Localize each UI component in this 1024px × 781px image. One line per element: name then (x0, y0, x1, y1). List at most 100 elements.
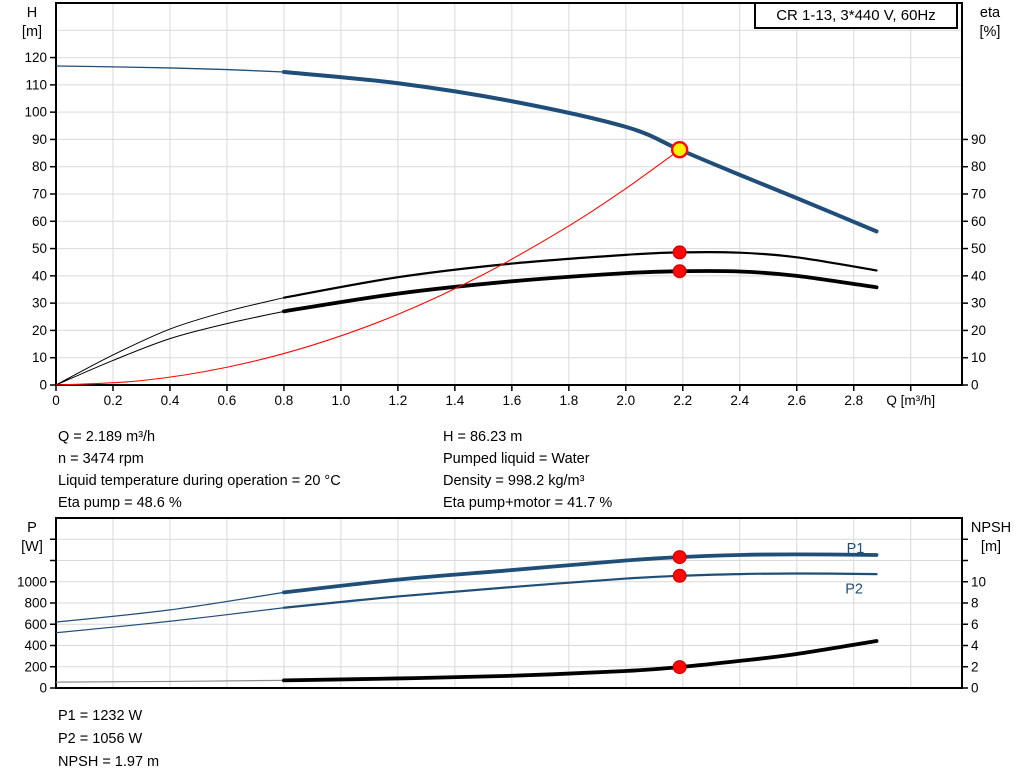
qh-eta-chart-right-tick-label: 0 (971, 378, 979, 393)
duty-point (670, 141, 689, 159)
qh-eta-chart-left-tick-label: 40 (32, 268, 47, 283)
eta-pump-motor-curve (282, 269, 879, 314)
info-density: Density = 998.2 kg/m³ (443, 473, 585, 489)
info-npsh: NPSH = 1.97 m (58, 754, 160, 770)
info-head: H = 86.23 m (443, 429, 523, 445)
qh-eta-chart-left-tick-label: 80 (32, 159, 47, 174)
npsh-axis-label-line1: NPSH (970, 520, 1012, 536)
eta-axis-label-line2: [%] (979, 24, 1001, 40)
info-eta-pump: Eta pump = 48.6 % (58, 495, 182, 511)
p2-curve-label: P2 (845, 581, 863, 597)
qh-eta-chart-left-tick-label: 0 (39, 378, 47, 393)
qh-eta-chart-left-tick-label: 110 (25, 77, 47, 92)
qh-eta-chart-left-tick-label: 20 (32, 323, 47, 338)
qh-eta-chart-x-tick-label: 0.4 (161, 393, 180, 408)
h-axis-label: H [m] (10, 4, 54, 42)
qh-eta-chart-x-tick-label: 2.8 (844, 393, 863, 408)
power-npsh-chart-right-tick-label: 10 (971, 574, 986, 589)
power-npsh-chart-left-tick-label: 600 (24, 617, 47, 632)
qh-eta-chart-x-tick-label: 1.6 (502, 393, 521, 408)
p2-point (672, 568, 687, 583)
power-npsh-chart-right-tick-label: 4 (971, 638, 979, 653)
pump-model-box: CR 1-13, 3*440 V, 60Hz (754, 2, 958, 29)
npsh-curve-thin (55, 679, 284, 683)
qh-eta-chart-x-tick-label: 0.8 (275, 393, 294, 408)
power-npsh-chart-left-tick-label: 0 (39, 681, 47, 696)
eta-pump-motor-curve-thin (55, 310, 285, 386)
qh-eta-chart-x-tick-label: 1.4 (445, 393, 464, 408)
eta-pump-point (672, 245, 687, 260)
head-curve (281, 70, 879, 234)
eta-pump-curve-thin (55, 297, 285, 386)
eta-axis-label: eta [%] (966, 4, 1014, 42)
duty-info-right: H = 86.23 m Pumped liquid = Water Densit… (443, 426, 612, 514)
p1-curve (282, 552, 879, 595)
qh-eta-chart-x-tick-label: 0.6 (218, 393, 237, 408)
qh-eta-chart-x-tick-label: 1.2 (388, 393, 407, 408)
qh-eta-chart-x-tick-label: 2.0 (616, 393, 635, 408)
p1-point (672, 550, 687, 565)
qh-eta-chart-right-tick-label: 60 (971, 214, 986, 229)
qh-eta-chart-left-tick-label: 120 (24, 50, 47, 65)
p2-curve-thin (55, 607, 284, 634)
qh-eta-chart-left-tick-label: 10 (32, 350, 47, 365)
qh-eta-chart-right-tick-label: 50 (971, 241, 986, 256)
qh-eta-chart-x-tick-label: 2.6 (787, 393, 806, 408)
qh-eta-chart-right-tick-label: 90 (971, 132, 986, 147)
power-npsh-chart-left-tick-label: 200 (24, 659, 47, 674)
info-q: Q = 2.189 m³/h (58, 429, 156, 445)
power-npsh-chart-right-tick-label: 8 (971, 596, 979, 611)
h-axis-label-line2: [m] (21, 24, 43, 40)
p1-curve-label: P1 (847, 541, 865, 557)
npsh-axis-label: NPSH [m] (960, 519, 1022, 557)
qh-eta-chart-left-tick-label: 70 (32, 187, 47, 202)
p-axis-label-line2: [W] (21, 539, 43, 555)
qh-eta-chart-x-tick-label: 2.4 (730, 393, 749, 408)
power-npsh-chart-right-tick-label: 2 (971, 659, 979, 674)
system-curve (55, 149, 680, 386)
qh-eta-chart-x-tick-label: 0 (52, 393, 60, 408)
power-npsh-chart-left-tick-label: 400 (24, 638, 47, 653)
p1-curve-thin (55, 591, 285, 623)
qh-eta-chart-right-tick-label: 20 (971, 323, 986, 338)
power-npsh-chart-left-tick-label: 800 (24, 596, 47, 611)
p2-curve (282, 572, 878, 609)
qh-eta-chart-x-tick-label: 0.2 (104, 393, 123, 408)
qh-eta-chart-right-tick-label: 10 (971, 350, 986, 365)
power-npsh-chart-left-tick-label: 1000 (17, 574, 47, 589)
qh-eta-chart-left-tick-label: 100 (24, 105, 47, 120)
eta-axis-label-line1: eta (979, 5, 1001, 21)
npsh-curve (282, 639, 879, 683)
h-axis-label-line1: H (26, 5, 38, 21)
eta-pump-curve (282, 250, 878, 299)
pump-model-label: CR 1-13, 3*440 V, 60Hz (776, 7, 936, 24)
qh-eta-chart-x-tick-label: 1.0 (332, 393, 351, 408)
p-axis-label: P [W] (10, 519, 54, 557)
power-info: P1 = 1232 W P2 = 1056 W NPSH = 1.97 m (58, 705, 159, 774)
qh-eta-chart-left-tick-label: 30 (32, 296, 47, 311)
qh-eta-chart-x-axis-title: Q [m³/h] (886, 393, 935, 408)
npsh-axis-label-line2: [m] (980, 539, 1002, 555)
eta-pump-motor-point (672, 264, 687, 279)
qh-eta-chart-left-tick-label: 60 (32, 214, 47, 229)
info-pumped-liquid: Pumped liquid = Water (443, 451, 590, 467)
info-p1: P1 = 1232 W (58, 708, 143, 724)
qh-eta-chart-right-tick-label: 80 (971, 159, 986, 174)
info-liquid-temperature: Liquid temperature during operation = 20… (58, 473, 341, 489)
qh-eta-chart-x-tick-label: 1.8 (559, 393, 578, 408)
qh-eta-chart-right-tick-label: 30 (971, 296, 986, 311)
qh-eta-chart-right-tick-label: 40 (971, 268, 986, 283)
npsh-point (672, 660, 687, 675)
info-eta-pump-motor: Eta pump+motor = 41.7 % (443, 495, 613, 511)
qh-eta-chart-x-tick-label: 2.2 (673, 393, 692, 408)
qh-eta-chart-right-tick-label: 70 (971, 187, 986, 202)
head-curve-thin (55, 65, 284, 73)
qh-eta-chart-left-tick-label: 90 (32, 132, 47, 147)
p-axis-label-line1: P (27, 520, 37, 536)
info-speed: n = 3474 rpm (58, 451, 144, 467)
power-npsh-chart-right-tick-label: 6 (971, 617, 979, 632)
info-p2: P2 = 1056 W (58, 731, 143, 747)
power-npsh-chart-right-tick-label: 0 (971, 681, 979, 696)
